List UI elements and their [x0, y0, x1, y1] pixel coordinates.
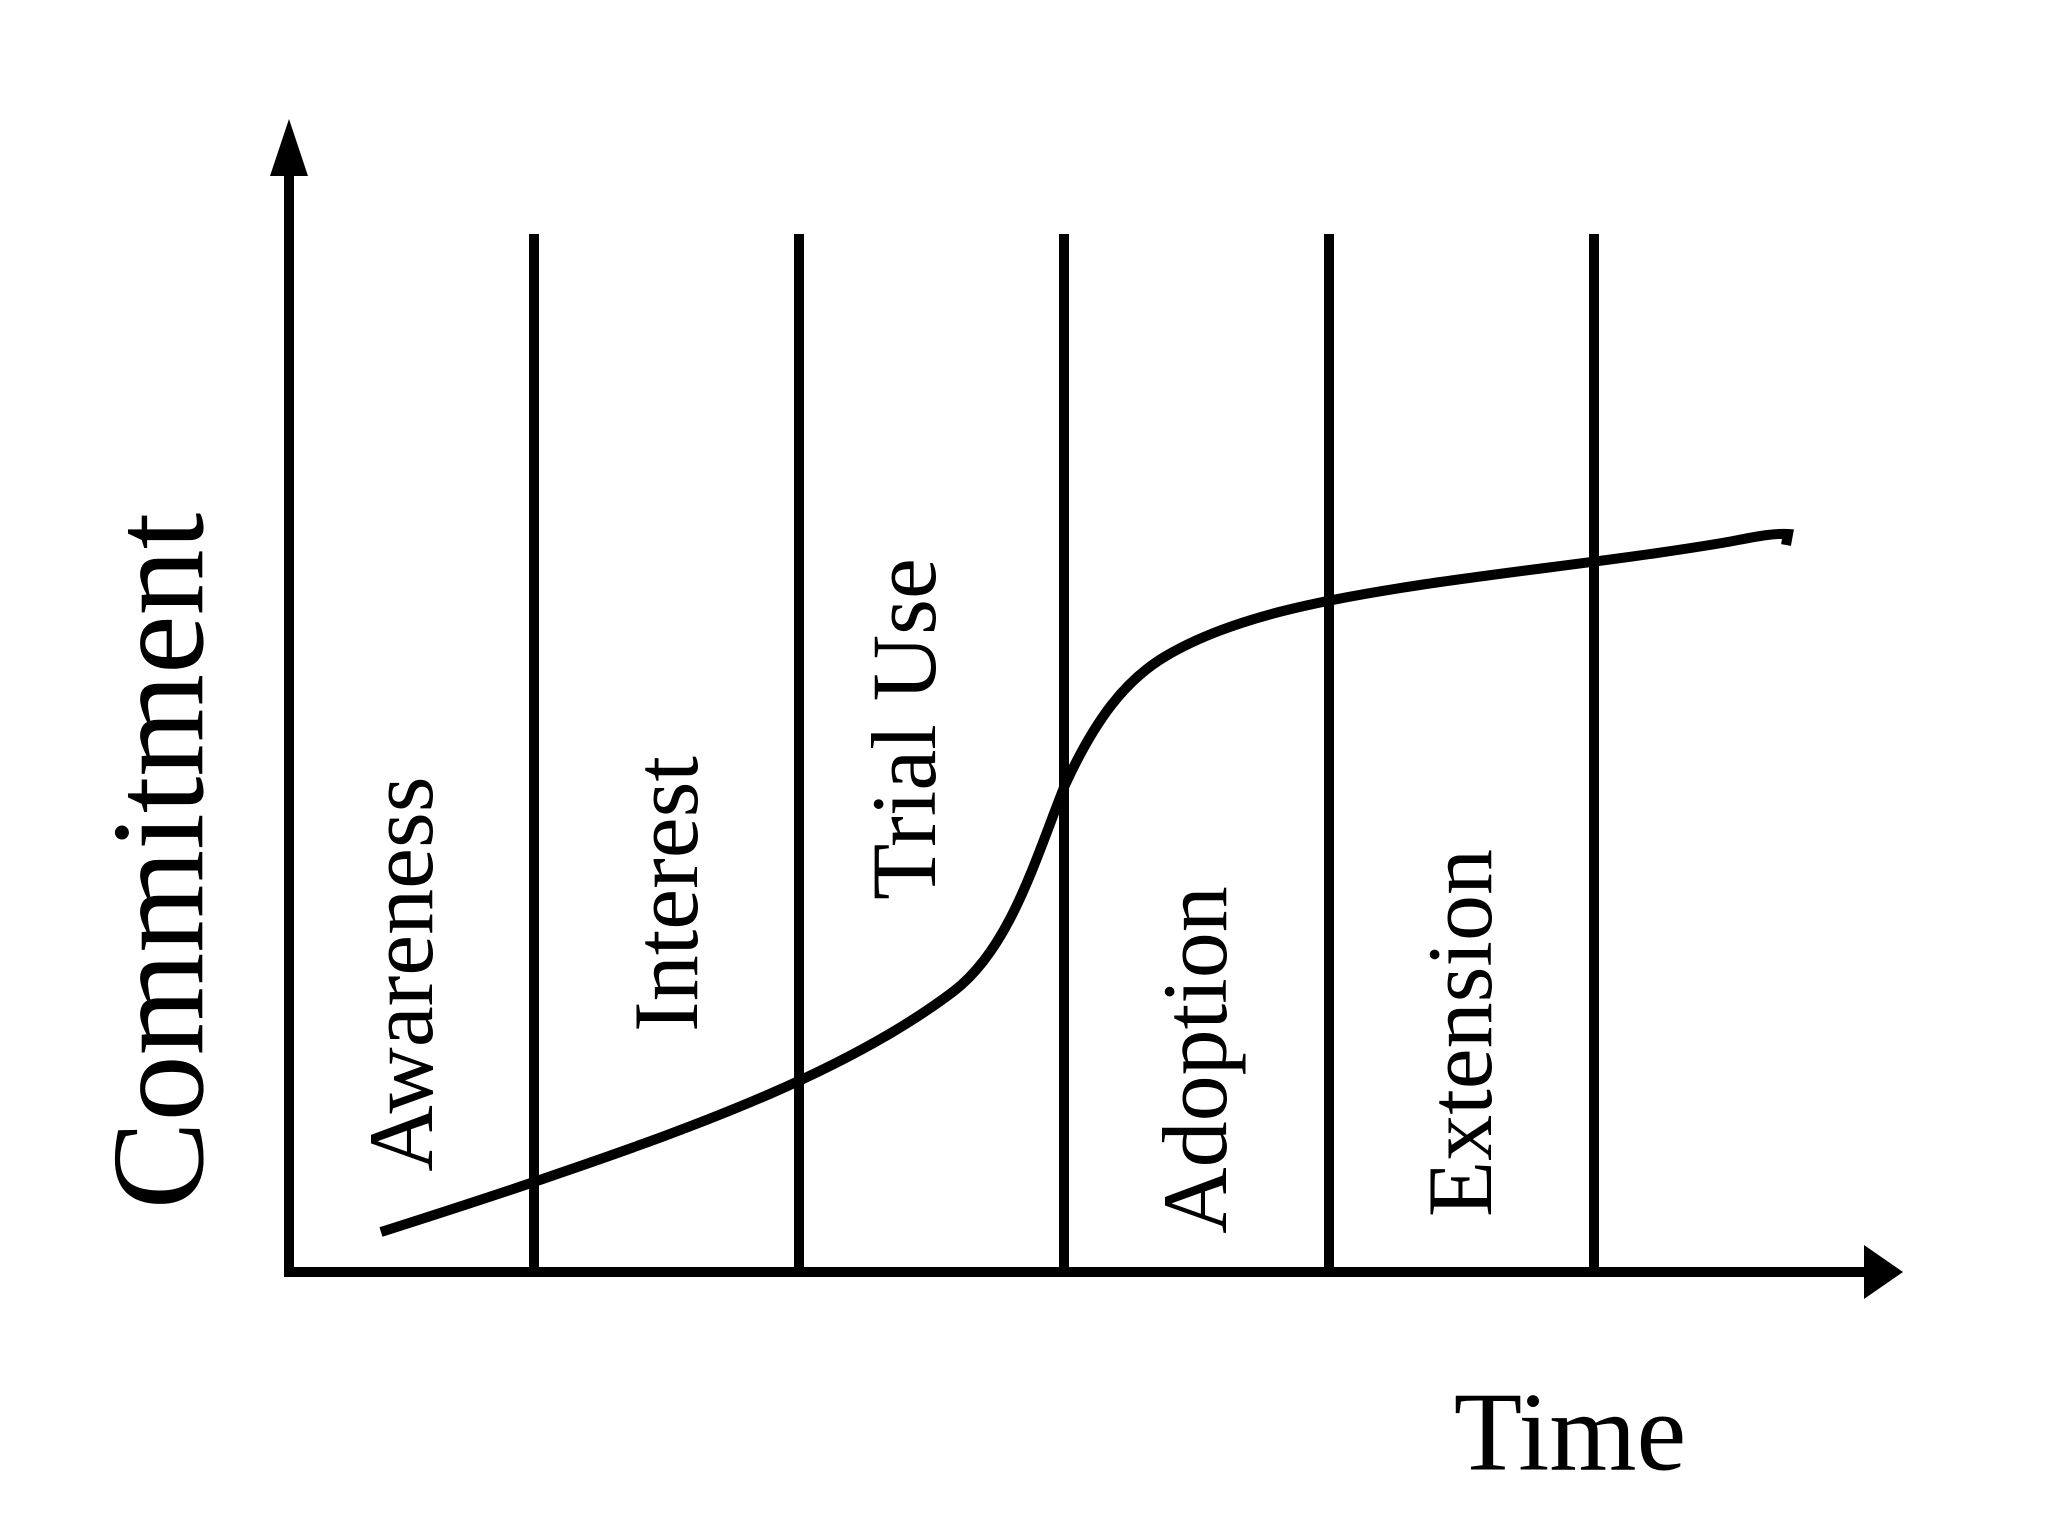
- stage-label: Awareness: [350, 776, 452, 1171]
- commitment-curve: [379, 528, 1794, 1237]
- x-axis-label: Time: [1454, 1371, 1686, 1495]
- stage-label: Trial Use: [853, 558, 955, 900]
- stage-label: Interest: [615, 756, 717, 1032]
- y-axis-arrow: [270, 119, 308, 176]
- stage-label: Extension: [1409, 849, 1511, 1217]
- stage-label: Adoption: [1144, 886, 1246, 1234]
- y-axis-label: Commitment: [84, 513, 231, 1210]
- x-axis-arrow: [1864, 1245, 1903, 1299]
